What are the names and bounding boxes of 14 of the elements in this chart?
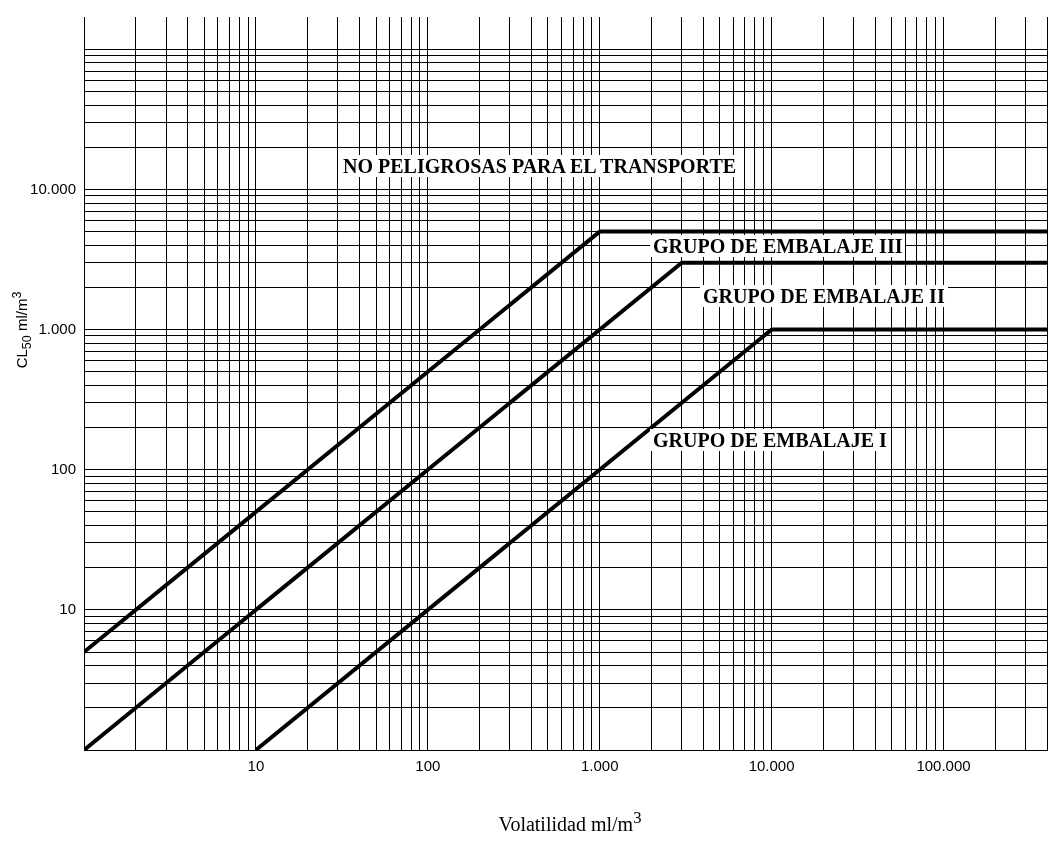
y-tick-label: 100 <box>50 459 76 477</box>
y-tick-label: 10.000 <box>30 179 76 197</box>
x-axis-title: Volatilidad ml/m$^{3}$ <box>498 808 642 836</box>
x-tick-label: 1.000 <box>580 757 619 775</box>
x-tick-label: 10 <box>247 757 265 775</box>
annotation: GRUPO DE EMBALAJE II <box>700 285 948 307</box>
annotation: GRUPO DE EMBALAJE I <box>650 429 890 451</box>
x-tick-label: 100 <box>415 757 441 775</box>
y-tick-label: 10 <box>59 600 76 617</box>
annotation: NO PELIGROSAS PARA EL TRANSPORTE <box>340 155 740 177</box>
annotation: GRUPO DE EMBALAJE III <box>650 235 906 257</box>
x-tick-label: 100.000 <box>916 757 971 775</box>
x-tick-label: 10.000 <box>748 757 795 775</box>
y-tick-label: 1.000 <box>38 319 76 337</box>
